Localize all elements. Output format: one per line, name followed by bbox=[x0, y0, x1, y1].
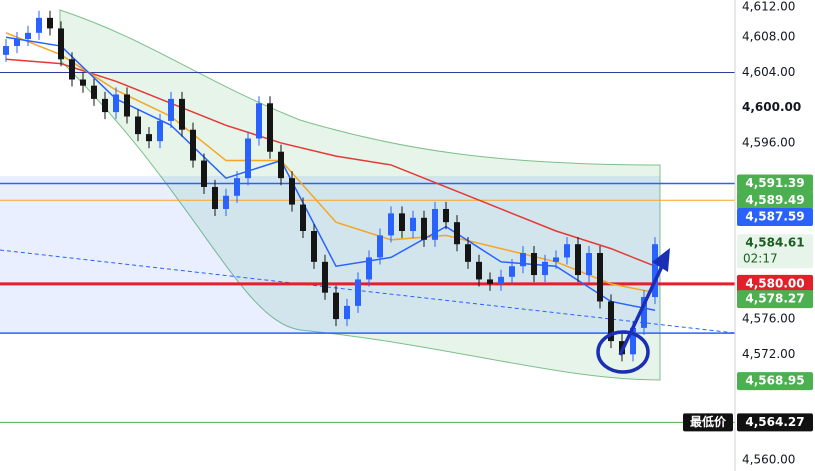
candle-body bbox=[531, 253, 537, 276]
price-tag bbox=[737, 274, 813, 293]
candle-body bbox=[399, 213, 405, 231]
candle-body bbox=[608, 301, 614, 342]
candle-body bbox=[377, 235, 383, 258]
y-tick-label: 4,604.00 bbox=[742, 65, 795, 79]
y-tick-label: 4,572.00 bbox=[742, 347, 795, 361]
candle-body bbox=[630, 327, 636, 355]
arrow-shaft bbox=[618, 261, 666, 356]
candle-body bbox=[498, 276, 504, 284]
candle-body bbox=[520, 253, 526, 267]
candle-body bbox=[14, 38, 20, 47]
price-tag-label: 4,580.00 bbox=[745, 276, 804, 290]
arrow-head bbox=[652, 248, 670, 272]
candle-body bbox=[267, 103, 273, 152]
y-tick-label: 4,576.00 bbox=[742, 312, 795, 326]
plot bbox=[0, 10, 735, 423]
highlight-circle bbox=[596, 330, 650, 374]
moving-average bbox=[5, 58, 656, 267]
y-tick-label: 4,560.00 bbox=[742, 453, 795, 467]
candle-body bbox=[443, 208, 449, 223]
candle-body bbox=[3, 46, 9, 55]
price-tag bbox=[737, 372, 813, 391]
candle-body bbox=[289, 178, 295, 205]
candle-body bbox=[179, 98, 185, 130]
candle-body bbox=[355, 279, 361, 306]
candle-body bbox=[553, 257, 559, 262]
candle-body bbox=[333, 292, 339, 320]
candle-body bbox=[652, 244, 658, 298]
candle-body bbox=[476, 261, 482, 280]
candle-body bbox=[234, 178, 240, 196]
price-tag-label: 4,591.39 bbox=[745, 176, 804, 190]
candle-body bbox=[410, 217, 416, 231]
candle-body bbox=[564, 244, 570, 258]
y-tick-label: 4,612.00 bbox=[742, 0, 795, 14]
price-tag bbox=[737, 290, 813, 309]
envelope-band bbox=[59, 9, 661, 381]
price-tag-label: 4,587.59 bbox=[745, 209, 804, 223]
candle-body bbox=[586, 253, 592, 276]
candle-body bbox=[212, 186, 218, 209]
candle-body bbox=[47, 17, 53, 29]
prefix-label: 最低价 bbox=[690, 414, 727, 429]
candle-body bbox=[25, 32, 31, 39]
price-tag-label: 4,578.27 bbox=[745, 292, 804, 306]
candle-body bbox=[454, 222, 460, 245]
price-tag bbox=[737, 174, 813, 193]
candle-body bbox=[168, 98, 174, 121]
candle-body bbox=[157, 120, 163, 142]
countdown: 02:17 bbox=[743, 252, 778, 266]
candle-body bbox=[322, 261, 328, 293]
candle-body bbox=[245, 138, 251, 179]
candle-body bbox=[69, 59, 75, 80]
candle-body bbox=[190, 129, 196, 161]
candle-body bbox=[575, 244, 581, 276]
candle-body bbox=[102, 98, 108, 113]
price-tag bbox=[737, 234, 813, 269]
candle-body bbox=[80, 79, 86, 86]
y-tick-label: 4,596.00 bbox=[742, 135, 795, 149]
candle-body bbox=[256, 103, 262, 139]
candle-body bbox=[465, 244, 471, 262]
candle-body bbox=[278, 151, 284, 179]
y-tick-label: 4,608.00 bbox=[742, 30, 795, 44]
price-tag-label: 4,584.61 bbox=[745, 236, 804, 250]
candle-body bbox=[388, 213, 394, 236]
candle-body bbox=[311, 231, 317, 262]
candle-body bbox=[509, 266, 515, 277]
price-tag-label: 4,589.49 bbox=[745, 193, 804, 207]
candle-body bbox=[135, 116, 141, 135]
candle-body bbox=[146, 134, 152, 142]
price-tag bbox=[737, 413, 813, 432]
candle-body bbox=[300, 204, 306, 231]
price-tag bbox=[737, 207, 813, 226]
candle-body bbox=[36, 17, 42, 33]
candle-body bbox=[124, 94, 130, 117]
candle-body bbox=[344, 305, 350, 320]
candle-body bbox=[432, 208, 438, 240]
candle-body bbox=[201, 160, 207, 187]
price-tag bbox=[737, 191, 813, 210]
candle-body bbox=[58, 28, 64, 60]
y-tick-label: 4,600.00 bbox=[742, 100, 801, 114]
candle-body bbox=[487, 279, 493, 284]
candle-body bbox=[421, 217, 427, 240]
candle-body bbox=[542, 261, 548, 276]
candle-body bbox=[91, 85, 97, 99]
price-tag-label: 4,568.95 bbox=[745, 374, 804, 388]
price-tag-label: 4,564.27 bbox=[745, 415, 804, 429]
candle-body bbox=[641, 297, 647, 328]
prefix-tag bbox=[683, 413, 733, 432]
candle-body bbox=[366, 257, 372, 280]
candle-body bbox=[223, 195, 229, 209]
candle-body bbox=[597, 253, 603, 302]
candle-body bbox=[113, 94, 119, 113]
axis-labels: 4,612.00 4,608.00 4,604.00 4,600.00 4,596.00… bbox=[683, 0, 813, 467]
